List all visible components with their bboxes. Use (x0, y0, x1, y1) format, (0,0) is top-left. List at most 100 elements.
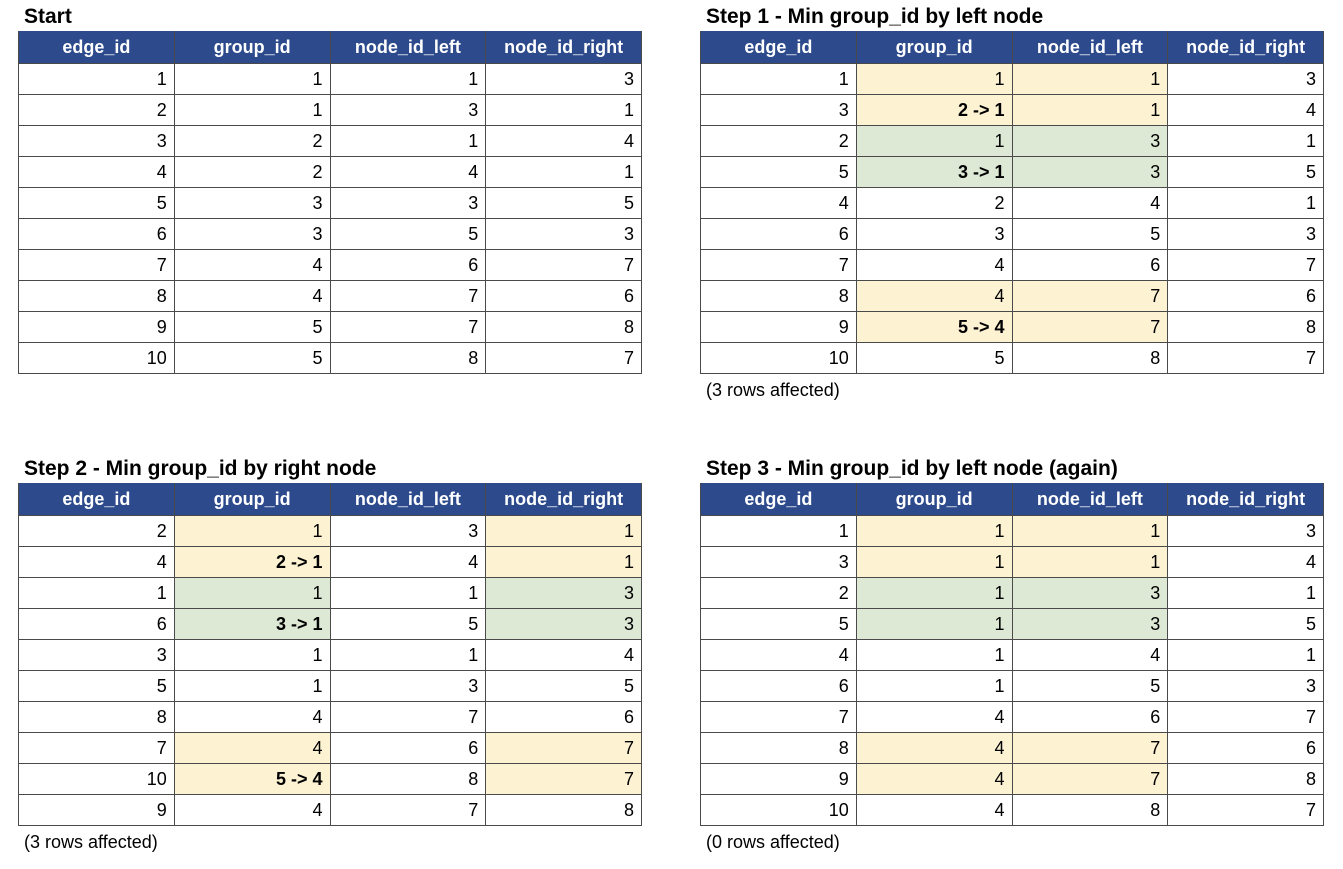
table-cell: 2 (18, 94, 175, 126)
table-cell: 2 (700, 125, 857, 157)
table-cell: 4 (855, 249, 1013, 281)
table-cell: 4 (855, 732, 1013, 764)
panel-step-2: Step 2 - Min group_id by right node edge… (18, 456, 642, 853)
column-header: group_id (173, 31, 331, 64)
table-cell: 3 (485, 608, 642, 640)
table-cell: 1 (329, 577, 487, 609)
table-cell: 8 (700, 280, 857, 312)
table-cell: 3 (700, 94, 857, 126)
table-cell: 3 (1011, 156, 1169, 188)
table-cell: 8 (1167, 763, 1324, 795)
table-cell: 4 (855, 701, 1013, 733)
table-cell: 6 (485, 701, 642, 733)
table-cell: 1 (1167, 577, 1324, 609)
data-table: edge_id group_id node_id_left node_id_right… (700, 31, 1324, 374)
table-cell: 6 (700, 670, 857, 702)
table-cell: 8 (700, 732, 857, 764)
table-cell: 3 (1167, 515, 1324, 547)
table-cell: 7 (485, 732, 642, 764)
header-row: edge_id group_id node_id_left node_id_right (18, 31, 642, 64)
table-cell: 7 (329, 701, 487, 733)
column-header: node_id_right (485, 483, 642, 516)
table-cell: 7 (1167, 249, 1324, 281)
table-cell: 1 (329, 63, 487, 95)
table-cell: 1 (700, 515, 857, 547)
table-row: 10 5 8 7 (700, 342, 1324, 374)
table-cell: 8 (485, 311, 642, 343)
table-cell: 3 (329, 187, 487, 219)
column-header: node_id_right (1167, 31, 1324, 64)
table-cell: 1 (855, 577, 1013, 609)
table-cell: 1 (855, 515, 1013, 547)
table-cell: 5 (18, 187, 175, 219)
panel-step-3: Step 3 - Min group_id by left node (agai… (700, 456, 1324, 853)
table-cell: 1 (855, 639, 1013, 671)
table-cell: 1 (329, 639, 487, 671)
table-cell: 4 (1167, 546, 1324, 578)
table-cell: 4 (485, 125, 642, 157)
table-cell: 3 -> 1 (173, 608, 331, 640)
table-cell: 8 (1011, 342, 1169, 374)
table-cell: 7 (18, 249, 175, 281)
column-header: group_id (855, 31, 1013, 64)
table-cell: 3 (485, 63, 642, 95)
panel-title: Step 3 - Min group_id by left node (agai… (706, 457, 1118, 480)
table-cell: 1 (855, 63, 1013, 95)
table-cell: 3 (18, 125, 175, 157)
table-cell: 2 (173, 156, 331, 188)
table-cell: 4 (173, 249, 331, 281)
table-cell: 4 (1167, 94, 1324, 126)
table-cell: 1 (1011, 546, 1169, 578)
data-table: edge_id group_id node_id_left node_id_right… (18, 31, 642, 374)
table-cell: 5 (1011, 670, 1169, 702)
table-cell: 8 (329, 763, 487, 795)
table-cell: 6 (1011, 701, 1169, 733)
table-cell: 3 (1167, 218, 1324, 250)
table-cell: 5 -> 4 (173, 763, 331, 795)
table-cell: 4 (173, 732, 331, 764)
table-cell: 1 (329, 125, 487, 157)
table-cell: 3 (1011, 577, 1169, 609)
table-cell: 8 (18, 280, 175, 312)
column-header: node_id_left (329, 31, 487, 64)
table-cell: 10 (18, 342, 175, 374)
table-cell: 5 -> 4 (855, 311, 1013, 343)
table-cell: 1 (173, 63, 331, 95)
table-cell: 6 (1167, 732, 1324, 764)
header-row: edge_id group_id node_id_left node_id_right (18, 483, 642, 516)
table-cell: 8 (1167, 311, 1324, 343)
table-cell: 3 (1167, 670, 1324, 702)
table-cell: 1 (700, 63, 857, 95)
table-cell: 4 (329, 546, 487, 578)
table-cell: 7 (329, 280, 487, 312)
table-cell: 1 (485, 546, 642, 578)
panel-title: Step 2 - Min group_id by right node (24, 457, 377, 480)
table-cell: 9 (18, 311, 175, 343)
table-cell: 8 (1011, 794, 1169, 826)
table-cell: 1 (1167, 639, 1324, 671)
table-cell: 5 (173, 311, 331, 343)
table-cell: 2 -> 1 (855, 94, 1013, 126)
table-cell: 3 (1167, 63, 1324, 95)
rows-affected-note: (3 rows affected) (24, 832, 158, 852)
column-header: node_id_left (329, 483, 487, 516)
table-row: 10 4 8 7 (700, 794, 1324, 826)
table-cell: 1 (173, 670, 331, 702)
table-cell: 4 (18, 546, 175, 578)
table-cell: 6 (18, 608, 175, 640)
